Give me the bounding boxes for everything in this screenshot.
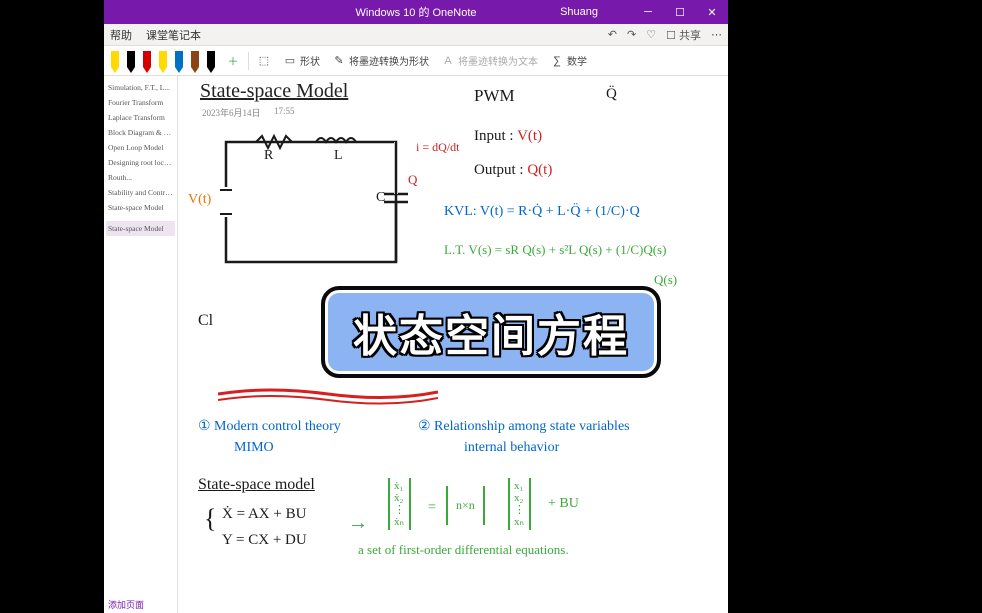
sidebar-item[interactable]: Stability and Control...	[106, 185, 175, 200]
menubar-right: ↶ ↷ ♡ ☐ 共享 ⋯	[608, 27, 722, 43]
eq-sign: =	[428, 500, 436, 516]
relation2: internal behavior	[464, 440, 559, 456]
redo-icon[interactable]: ↷	[627, 28, 636, 41]
shapes-icon: ▭	[283, 54, 297, 68]
shapes-button[interactable]: ▭形状	[279, 51, 324, 70]
sidebar-item[interactable]: Simulation, F.T., L...	[106, 80, 175, 95]
undo-icon[interactable]: ↶	[608, 28, 617, 41]
plus-bu: + BU	[548, 496, 579, 512]
matrix-xdot: ẋ₁ ẋ₂ ⋮ ẋₙ	[388, 478, 411, 530]
ink-to-shape-button[interactable]: ✎将墨迹转换为形状	[328, 51, 433, 70]
cl-frag: Cl	[198, 312, 213, 330]
pen-yellow2[interactable]	[156, 49, 170, 73]
window-title: Windows 10 的 OneNote	[355, 4, 476, 20]
sidebar-item[interactable]: State-space Model	[106, 200, 175, 215]
output-label: Output : Q(t)	[474, 162, 552, 179]
inktotext-icon: A	[441, 54, 455, 68]
kvl-eq: KVL: V(t) = R·Q̇ + L·Q̈ + (1/C)·Q	[444, 204, 640, 220]
add-pen-button[interactable]: ＋	[222, 52, 244, 70]
menu-classnotebook[interactable]: 课堂笔记本	[146, 27, 201, 43]
overlay-badge: 状态空间方程	[321, 286, 661, 378]
ink-to-text-button[interactable]: A将墨迹转换为文本	[437, 51, 542, 70]
brace: {	[204, 504, 216, 534]
pen-black2[interactable]	[204, 49, 218, 73]
window-controls: ─ ☐ ✕	[632, 0, 728, 24]
lightbulb-icon[interactable]: ♡	[646, 28, 656, 41]
minimize-button[interactable]: ─	[632, 0, 664, 24]
toolbar: ＋ ⬚ ▭形状 ✎将墨迹转换为形状 A将墨迹转换为文本 ∑数学	[104, 46, 728, 76]
input-label: Input : V(t)	[474, 128, 542, 145]
menu-help[interactable]: 帮助	[110, 27, 132, 43]
maximize-button[interactable]: ☐	[664, 0, 696, 24]
pen-yellow[interactable]	[108, 49, 122, 73]
plus-icon: ＋	[226, 54, 240, 68]
sidebar-item[interactable]: State-space Model	[106, 221, 175, 236]
sidebar-item[interactable]: Designing root locus...	[106, 155, 175, 170]
sidebar-item[interactable]: Laplace Transform	[106, 110, 175, 125]
pen-black[interactable]	[124, 49, 138, 73]
pen-palette	[108, 49, 218, 73]
arrow: →	[348, 512, 368, 535]
inktoshape-icon: ✎	[332, 54, 346, 68]
note-date: 2023年6月14日	[202, 106, 261, 119]
footer-line: a set of first-order differential equati…	[358, 542, 569, 558]
math-button[interactable]: ∑数学	[546, 51, 591, 70]
q-ddot: Q̈	[606, 86, 617, 103]
pen-red[interactable]	[140, 49, 154, 73]
sidebar-item[interactable]: Open Loop Model	[106, 140, 175, 155]
titlebar: Windows 10 的 OneNote Shuang ─ ☐ ✕	[104, 0, 728, 24]
note-time: 17:55	[274, 106, 295, 116]
matrix-nxn: n×n	[446, 486, 485, 525]
add-page-button[interactable]: 添加页面	[108, 598, 144, 611]
r-label: R	[264, 148, 273, 164]
vt-label: V(t)	[188, 192, 211, 208]
math-icon: ∑	[550, 54, 564, 68]
eq1: Ẋ = AX + BU	[222, 506, 306, 523]
menubar: 帮助 课堂笔记本 ↶ ↷ ♡ ☐ 共享 ⋯	[104, 24, 728, 46]
q-label: Q	[408, 172, 417, 188]
lasso-button[interactable]: ⬚	[253, 52, 275, 70]
matrix-x: x₁ x₂ ⋮ xₙ	[508, 478, 531, 530]
lasso-icon: ⬚	[257, 54, 271, 68]
l-label: L	[334, 148, 343, 164]
relation1: ② Relationship among state variables	[418, 418, 630, 435]
mimo: MIMO	[234, 440, 274, 456]
overlay-text: 状态空间方程	[353, 300, 629, 364]
divider	[248, 52, 249, 70]
eq2: Y = CX + DU	[222, 532, 307, 549]
page-list-sidebar: Simulation, F.T., L... Fourier Transform…	[104, 76, 178, 613]
c-label: C	[376, 190, 385, 206]
pwm-label: PWM	[474, 86, 515, 106]
i-eq: i = dQ/dt	[416, 140, 459, 155]
pen-blue[interactable]	[172, 49, 186, 73]
pen-brown[interactable]	[188, 49, 202, 73]
sidebar-item[interactable]: Block Diagram & Closed...	[106, 125, 175, 140]
red-underline	[218, 386, 438, 406]
lt-eq: L.T. V(s) = sR Q(s) + s²L Q(s) + (1/C)Q(…	[444, 242, 666, 258]
sidebar-item[interactable]: Fourier Transform	[106, 95, 175, 110]
qs-tail: Q(s)	[654, 272, 677, 288]
share-label[interactable]: ☐ 共享	[666, 27, 701, 43]
sidebar-item[interactable]: Routh...	[106, 170, 175, 185]
more-icon[interactable]: ⋯	[711, 28, 722, 41]
close-button[interactable]: ✕	[696, 0, 728, 24]
page-title: State-space Model	[200, 80, 348, 103]
ssm-heading: State-space model	[198, 476, 315, 494]
modern-control: ① Modern control theory	[198, 418, 341, 435]
window-user: Shuang	[560, 6, 598, 18]
